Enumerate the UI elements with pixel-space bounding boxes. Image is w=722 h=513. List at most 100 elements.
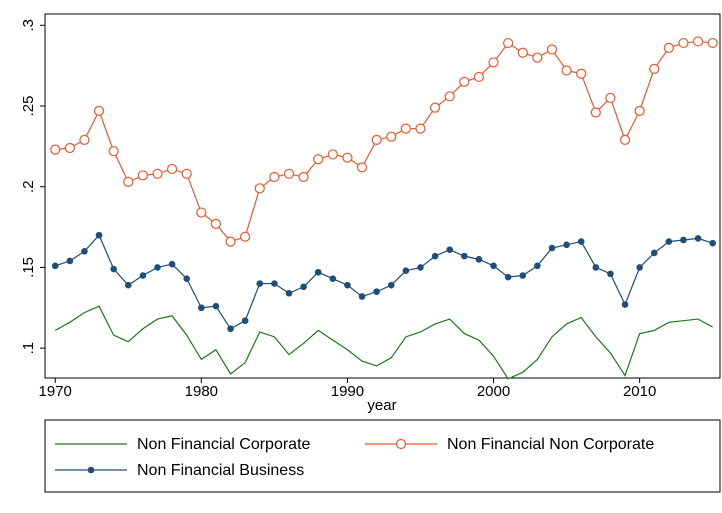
point bbox=[592, 264, 600, 271]
point bbox=[707, 37, 718, 49]
point bbox=[548, 244, 556, 252]
point bbox=[577, 238, 585, 245]
point bbox=[356, 162, 368, 173]
point bbox=[417, 264, 424, 271]
point bbox=[240, 231, 251, 242]
point bbox=[241, 317, 249, 324]
point bbox=[183, 275, 191, 283]
point bbox=[663, 42, 674, 53]
point bbox=[314, 268, 322, 276]
point bbox=[488, 57, 499, 68]
point bbox=[269, 171, 280, 183]
point bbox=[93, 105, 105, 116]
point bbox=[561, 65, 572, 76]
point bbox=[137, 170, 148, 181]
point bbox=[473, 71, 485, 83]
point bbox=[605, 92, 616, 104]
point bbox=[327, 149, 338, 160]
point bbox=[285, 289, 293, 297]
point bbox=[429, 102, 441, 113]
point bbox=[402, 267, 410, 274]
point bbox=[66, 257, 74, 265]
point bbox=[590, 107, 601, 118]
y-tick-label: .15 bbox=[20, 257, 37, 278]
point bbox=[79, 134, 90, 146]
point bbox=[154, 264, 161, 271]
point bbox=[358, 293, 366, 300]
point bbox=[198, 304, 205, 312]
point bbox=[517, 47, 528, 58]
y-tick-label: .3 bbox=[20, 19, 37, 32]
x-tick-label: 1980 bbox=[185, 383, 218, 400]
point bbox=[371, 134, 382, 146]
point bbox=[212, 302, 220, 310]
point bbox=[298, 171, 309, 183]
point bbox=[680, 236, 687, 244]
point bbox=[227, 325, 234, 333]
point bbox=[446, 246, 454, 253]
point bbox=[636, 264, 643, 271]
point bbox=[415, 123, 426, 134]
point bbox=[650, 249, 658, 257]
series-line bbox=[55, 234, 713, 330]
point bbox=[51, 262, 59, 270]
point bbox=[534, 262, 541, 270]
point bbox=[271, 280, 278, 287]
point bbox=[563, 241, 570, 249]
point bbox=[300, 283, 307, 291]
point bbox=[503, 37, 514, 49]
point bbox=[152, 168, 163, 179]
x-tick-label: 2010 bbox=[623, 383, 656, 400]
point bbox=[678, 37, 689, 49]
point bbox=[342, 152, 353, 163]
legend-label: Non Financial Business bbox=[137, 462, 304, 479]
point bbox=[694, 235, 702, 242]
point bbox=[461, 252, 468, 260]
point bbox=[181, 168, 192, 179]
point bbox=[283, 168, 295, 179]
point bbox=[649, 63, 660, 74]
point bbox=[459, 76, 470, 87]
point bbox=[576, 68, 587, 79]
point bbox=[167, 163, 178, 175]
point bbox=[607, 270, 614, 278]
legend-box bbox=[44, 419, 721, 493]
legend-label: Non Financial Corporate bbox=[137, 436, 311, 453]
point bbox=[400, 123, 411, 134]
point bbox=[665, 238, 673, 245]
y-tick-label: .25 bbox=[20, 96, 37, 117]
point bbox=[386, 131, 397, 142]
point bbox=[81, 247, 88, 255]
point bbox=[444, 91, 455, 102]
point bbox=[431, 252, 439, 260]
point bbox=[619, 134, 631, 146]
series-line bbox=[55, 40, 713, 243]
point bbox=[123, 176, 134, 187]
point bbox=[532, 52, 543, 63]
legend-label: Non Financial Non Corporate bbox=[447, 436, 654, 453]
point bbox=[254, 183, 265, 194]
point bbox=[64, 142, 75, 154]
x-tick-label: 1990 bbox=[331, 383, 364, 400]
point bbox=[504, 273, 512, 281]
point bbox=[210, 218, 222, 229]
point bbox=[634, 105, 645, 116]
point bbox=[313, 154, 324, 165]
point bbox=[546, 44, 558, 55]
point bbox=[519, 272, 527, 279]
point bbox=[196, 207, 207, 218]
x-axis-label: year bbox=[367, 397, 396, 414]
x-tick-label: 2000 bbox=[477, 383, 510, 400]
point bbox=[344, 281, 351, 289]
legend-marker bbox=[87, 466, 95, 474]
point bbox=[490, 262, 497, 270]
y-tick-label: .1 bbox=[20, 342, 37, 355]
point bbox=[709, 239, 716, 247]
plot-frame bbox=[44, 13, 721, 379]
point bbox=[168, 260, 176, 268]
point bbox=[692, 36, 704, 47]
point bbox=[139, 272, 147, 279]
point bbox=[621, 301, 629, 308]
